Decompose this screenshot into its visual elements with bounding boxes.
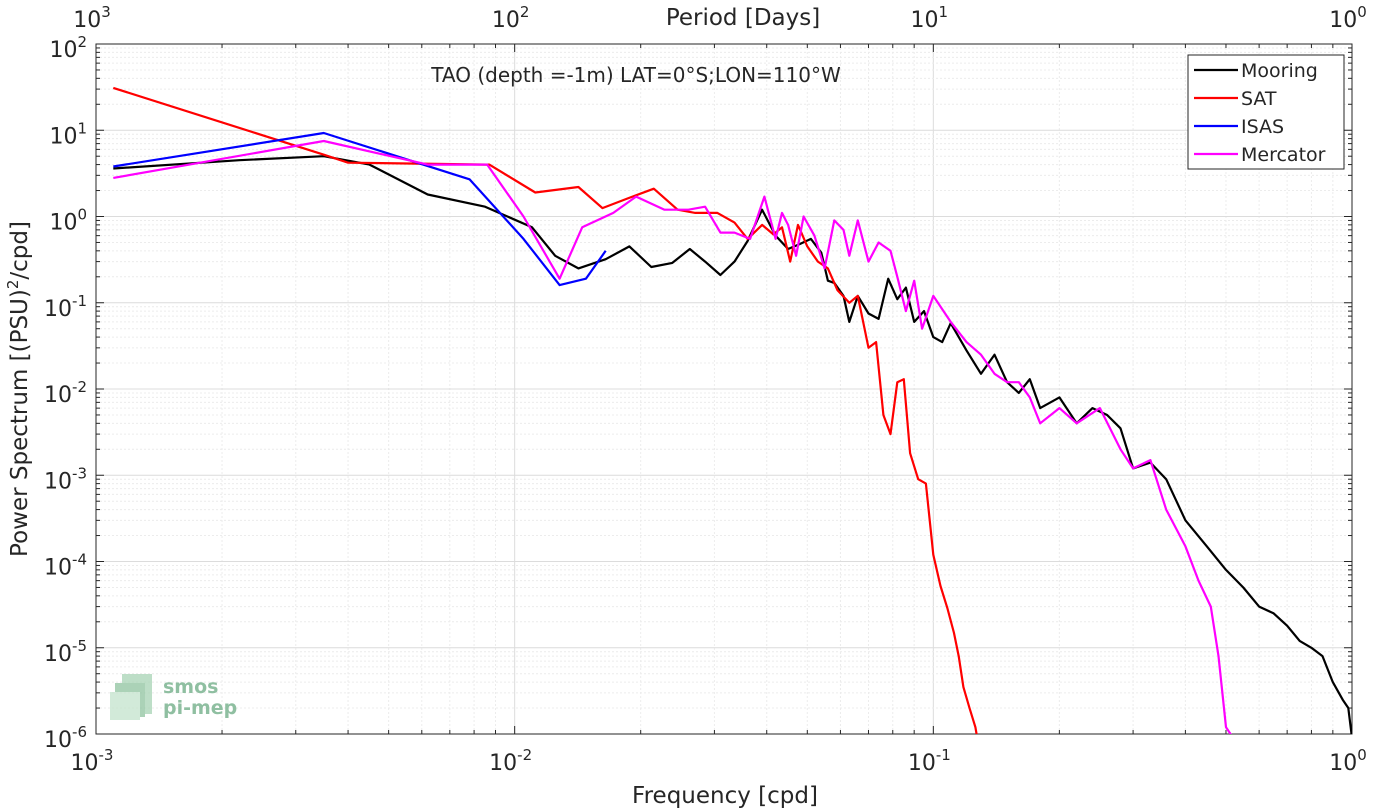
legend-label-isas: ISAS <box>1241 116 1284 138</box>
x2-axis-label: Period [Days] <box>666 5 820 31</box>
x2-tick-labels: 103 102 101 100 <box>73 3 1367 33</box>
series-line-mercator <box>113 139 1232 734</box>
grid <box>96 44 1352 734</box>
x-tick-label: 10-1 <box>908 746 951 776</box>
series-line-isas <box>113 131 607 287</box>
series-line-sat <box>112 86 978 734</box>
x-axis-label: Frequency [cpd] <box>632 783 818 809</box>
legend-box <box>1187 54 1345 170</box>
legend: Mooring SAT ISAS Mercator <box>1187 54 1345 170</box>
series-lines <box>112 86 1352 734</box>
y-tick-label: 10-3 <box>44 464 87 494</box>
logo-text-pimep: pi-mep <box>163 697 237 719</box>
y-tick-label: 100 <box>49 206 87 236</box>
x-tick-label: 10-3 <box>71 746 114 776</box>
x2-tick-label: 103 <box>73 3 111 33</box>
y-tick-label: 101 <box>49 119 87 149</box>
x2-tick-label: 102 <box>492 3 530 33</box>
y-tick-labels: 10-6 10-5 10-4 10-3 10-2 10-1 100 101 102 <box>44 33 87 753</box>
y-tick-label: 10-4 <box>44 551 87 581</box>
legend-label-mercator: Mercator <box>1241 144 1326 166</box>
legend-label-sat: SAT <box>1241 88 1277 110</box>
x2-tick-label: 101 <box>911 3 949 33</box>
chart-title: TAO (depth =-1m) LAT=0°S;LON=110°W <box>430 63 841 87</box>
x2-tick-label: 100 <box>1329 3 1367 33</box>
y-tick-label: 10-6 <box>44 723 87 753</box>
y-tick-label: 10-2 <box>44 378 87 408</box>
legend-label-mooring: Mooring <box>1241 60 1318 82</box>
series-line-mooring <box>113 155 1352 734</box>
smos-logo: smos pi-mep <box>110 674 237 720</box>
logo-text-smos: smos <box>163 676 218 698</box>
x-tick-label: 100 <box>1329 746 1367 776</box>
y-axis-label: Power Spectrum [(PSU)2/cpd] <box>4 221 33 557</box>
logo-icon <box>110 674 152 720</box>
y-tick-label: 10-5 <box>44 637 87 667</box>
y-tick-label: 10-1 <box>44 292 87 322</box>
x-tick-label: 10-2 <box>489 746 532 776</box>
y-tick-label: 102 <box>49 33 87 63</box>
ticks <box>95 43 1353 735</box>
x-tick-labels: 10-3 10-2 10-1 100 <box>71 746 1367 776</box>
